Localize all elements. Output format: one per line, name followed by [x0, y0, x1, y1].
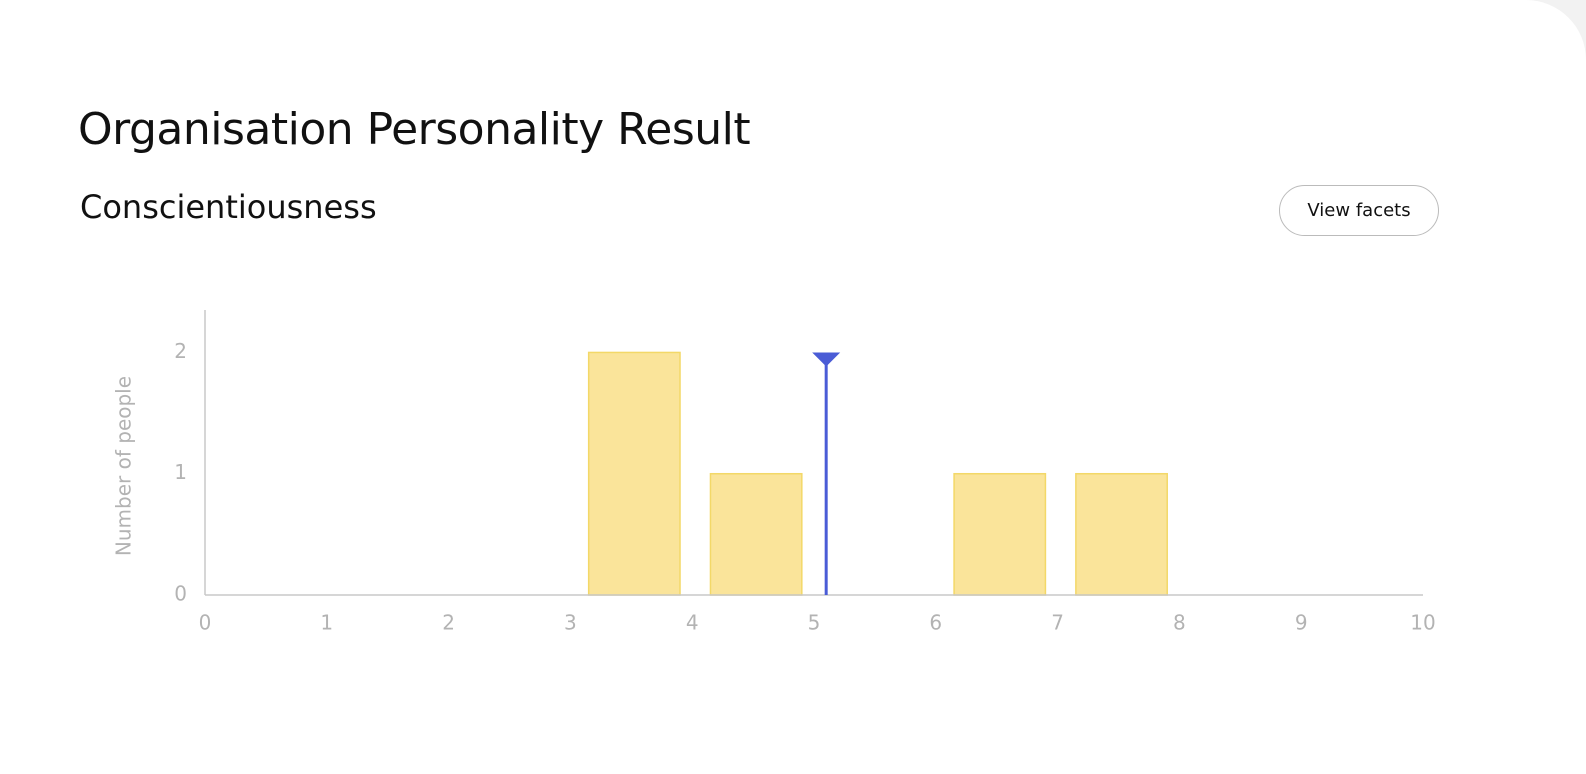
x-tick-label: 3 — [564, 611, 577, 635]
x-tick-label: 4 — [686, 611, 699, 635]
bar — [1075, 472, 1168, 596]
section-title: Conscientiousness — [80, 188, 377, 226]
x-tick-label: 10 — [1410, 611, 1435, 635]
x-tick-label: 6 — [929, 611, 942, 635]
x-tick-label: 0 — [199, 611, 212, 635]
x-tick-label: 9 — [1295, 611, 1308, 635]
bar — [587, 351, 681, 596]
y-tick-label: 0 — [174, 582, 187, 606]
x-tick-label: 2 — [442, 611, 455, 635]
view-facets-button[interactable]: View facets — [1279, 185, 1439, 236]
bar — [953, 472, 1047, 596]
bar — [709, 472, 803, 596]
x-tick-label: 7 — [1051, 611, 1064, 635]
x-tick-label: 1 — [320, 611, 333, 635]
y-tick-label: 2 — [174, 339, 187, 363]
marker-head — [812, 352, 841, 367]
page-title: Organisation Personality Result — [78, 104, 751, 155]
y-axis-label: Number of people — [112, 376, 136, 556]
x-tick-label: 8 — [1173, 611, 1186, 635]
x-tick-label: 5 — [808, 611, 821, 635]
y-tick-label: 1 — [174, 460, 187, 484]
